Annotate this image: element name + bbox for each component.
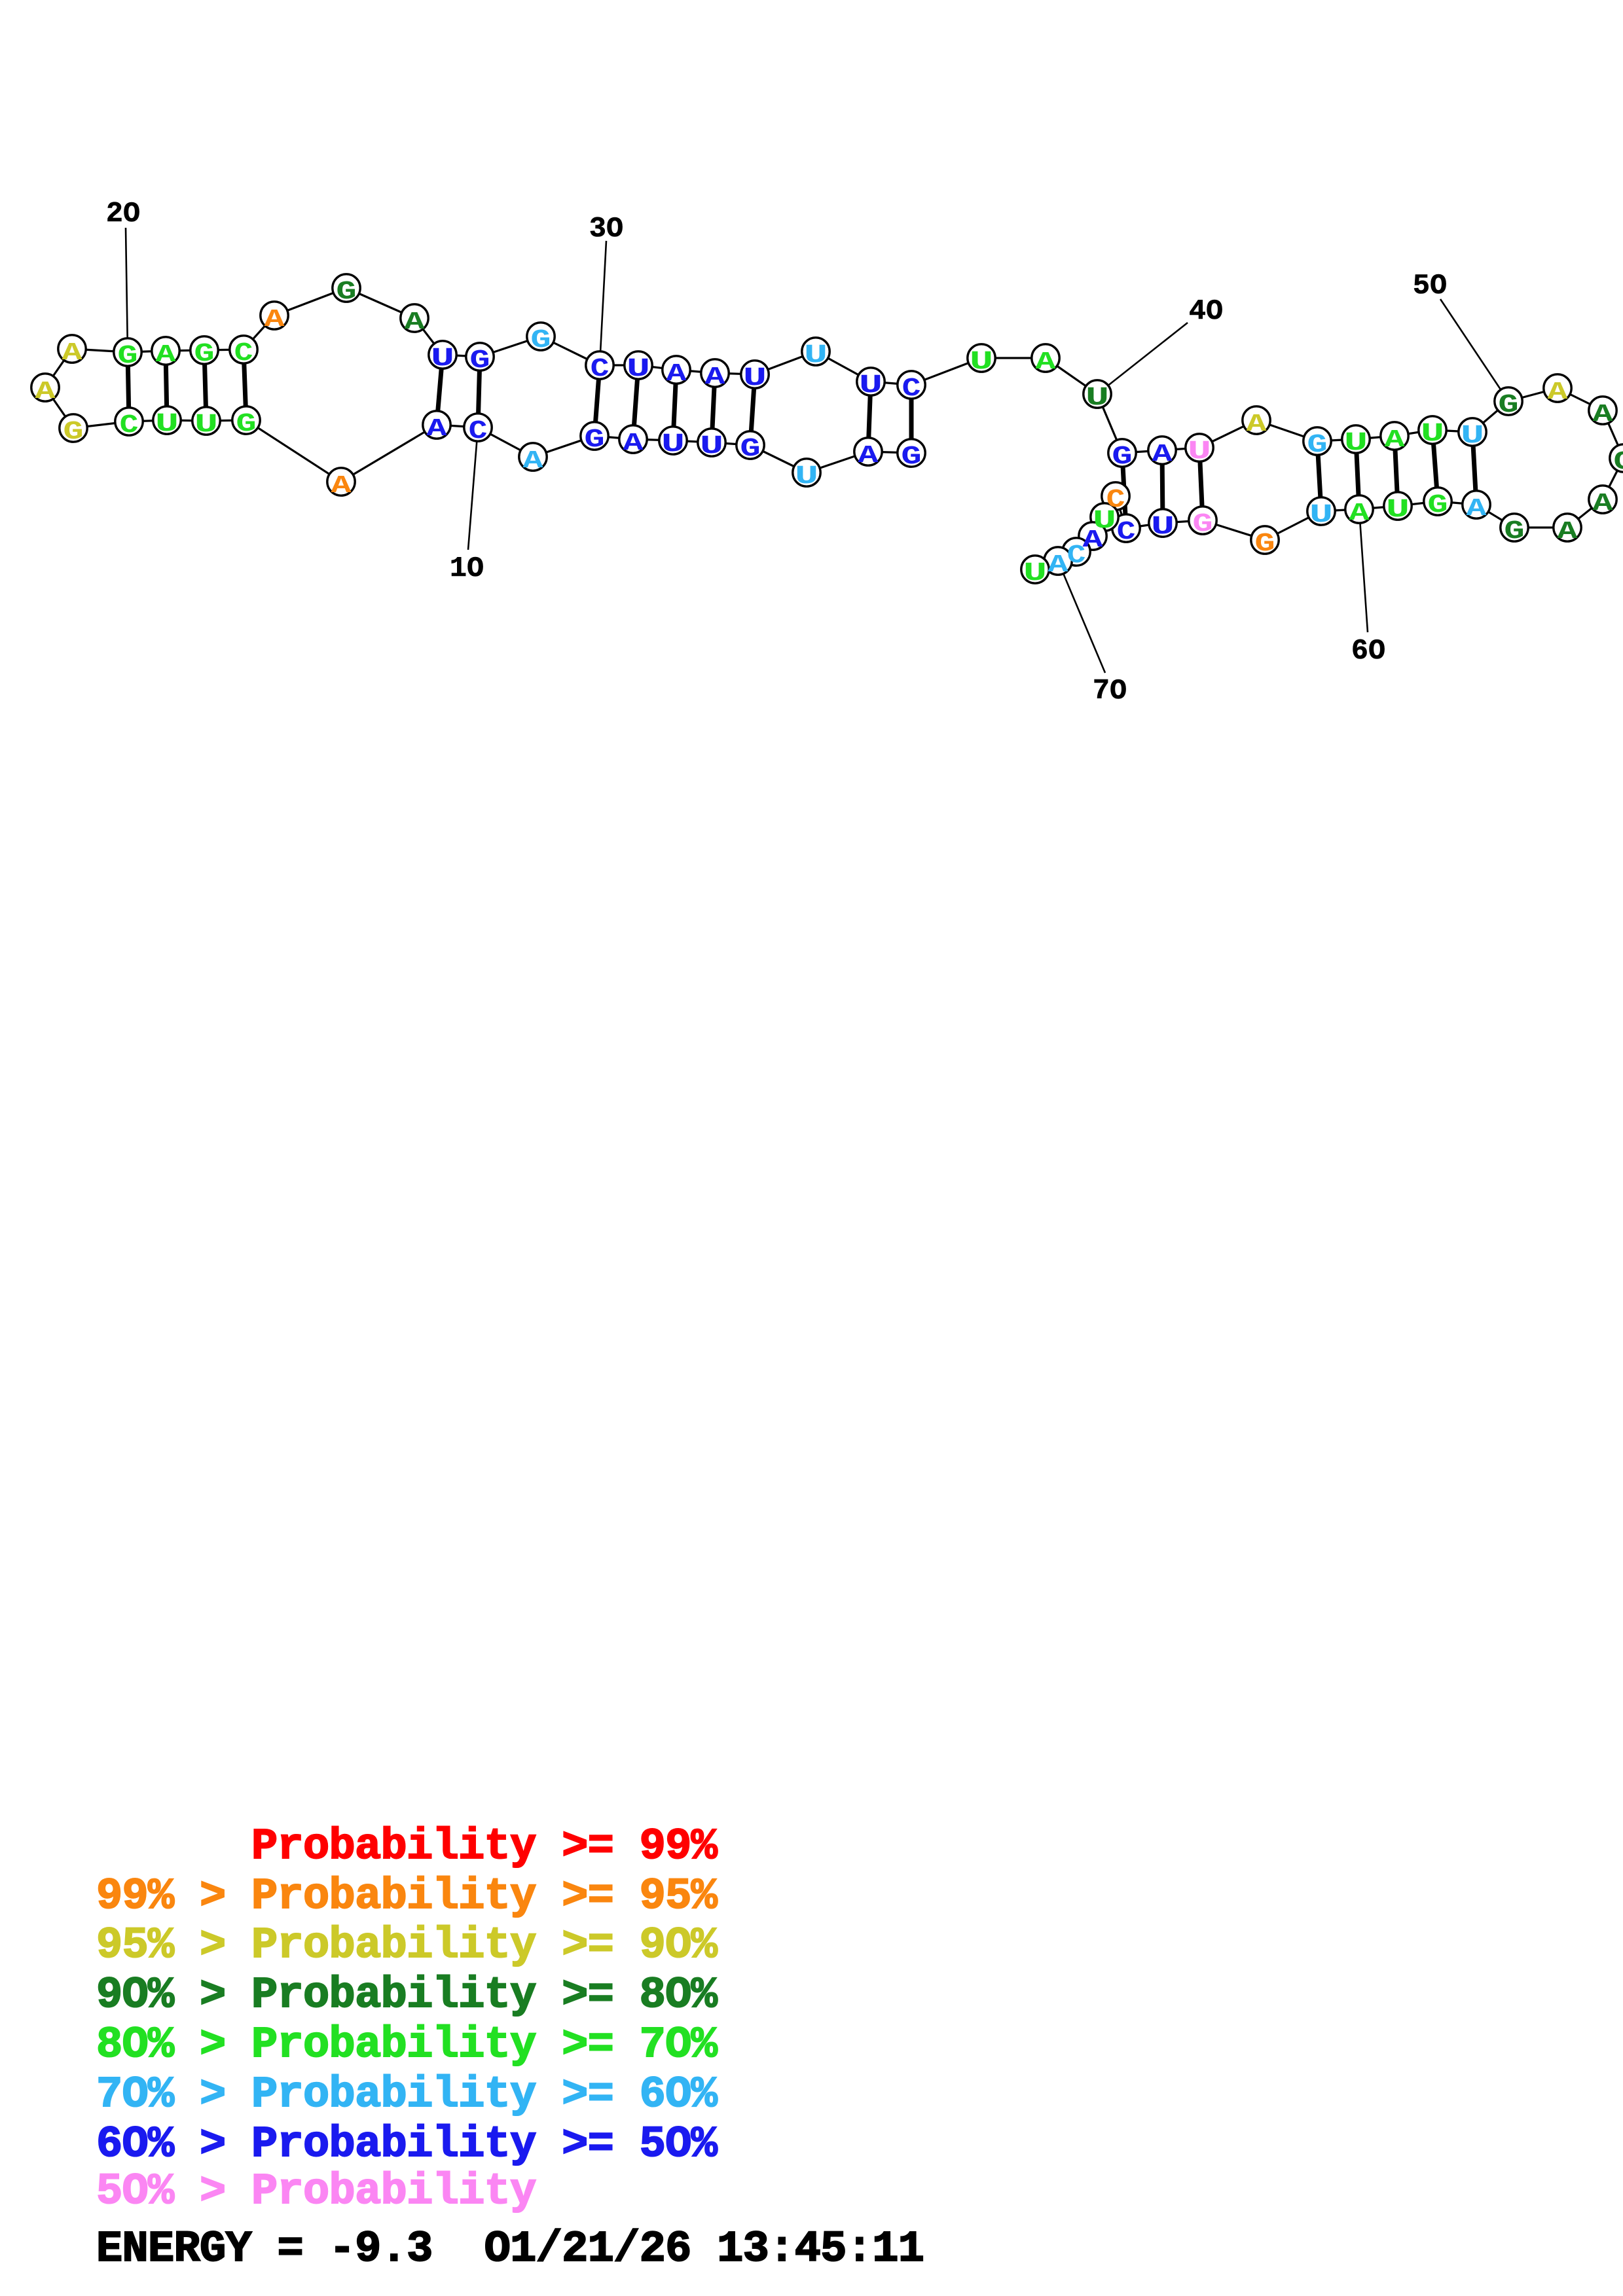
svg-text:A: A <box>1083 526 1104 554</box>
svg-text:U: U <box>627 355 650 384</box>
svg-text:C: C <box>120 410 139 440</box>
svg-text:A: A <box>666 359 687 387</box>
svg-text:U: U <box>1461 422 1484 451</box>
svg-text:A: A <box>1385 425 1406 454</box>
svg-text:G: G <box>1307 429 1327 459</box>
svg-text:U: U <box>700 432 723 461</box>
svg-text:A: A <box>523 446 544 475</box>
svg-text:A: A <box>1152 440 1173 468</box>
svg-text:C: C <box>469 416 488 446</box>
svg-text:G: G <box>63 416 83 446</box>
svg-text:A: A <box>1036 348 1057 376</box>
svg-text:G: G <box>194 338 214 368</box>
svg-text:4O: 4O <box>1189 296 1223 328</box>
svg-text:A: A <box>264 305 285 333</box>
svg-text:G: G <box>117 340 137 370</box>
svg-text:9O% > Probability >= 8O%: 9O% > Probability >= 8O% <box>96 1971 718 2020</box>
svg-text:U: U <box>1309 501 1333 530</box>
svg-text:U: U <box>1151 512 1175 542</box>
svg-text:7O% > Probability >= 6O%: 7O% > Probability >= 6O% <box>96 2070 718 2120</box>
svg-text:U: U <box>743 364 767 393</box>
svg-text:8O% > Probability >= 7O%: 8O% > Probability >= 7O% <box>96 2020 718 2070</box>
svg-text:A: A <box>1548 378 1569 406</box>
svg-text:G: G <box>336 276 356 306</box>
svg-text:99% > Probability >= 95%: 99% > Probability >= 95% <box>96 1872 718 1922</box>
svg-text:A: A <box>1467 494 1487 522</box>
svg-text:G: G <box>1192 509 1213 539</box>
svg-text:U: U <box>970 348 993 377</box>
svg-text:A: A <box>156 340 177 368</box>
svg-text:A: A <box>331 471 352 499</box>
svg-text:G: G <box>901 441 921 471</box>
svg-text:A: A <box>705 363 726 391</box>
svg-text:A: A <box>1048 550 1069 579</box>
svg-text:Probability >= 99%: Probability >= 99% <box>251 1822 718 1872</box>
svg-text:U: U <box>859 371 883 401</box>
svg-text:C: C <box>1067 541 1086 570</box>
svg-text:G: G <box>1254 528 1275 558</box>
svg-text:6O: 6O <box>1351 636 1385 668</box>
svg-text:C: C <box>1117 517 1136 547</box>
svg-text:6O% > Probability >= 5O%: 6O% > Probability >= 5O% <box>96 2120 718 2170</box>
svg-text:5O% > Probability: 5O% > Probability <box>96 2167 536 2217</box>
svg-text:G: G <box>1504 516 1524 546</box>
svg-text:G: G <box>1112 441 1132 471</box>
svg-text:A: A <box>1593 400 1614 428</box>
svg-text:U: U <box>194 410 218 440</box>
svg-text:2O: 2O <box>106 198 140 230</box>
svg-text:G: G <box>1427 490 1448 520</box>
svg-text:C: C <box>1106 485 1125 514</box>
svg-text:A: A <box>1558 517 1578 545</box>
svg-text:U: U <box>795 462 818 492</box>
svg-text:U: U <box>1023 559 1047 588</box>
svg-text:C: C <box>902 374 921 403</box>
svg-text:U: U <box>661 430 685 459</box>
svg-text:A: A <box>1593 489 1614 517</box>
svg-text:U: U <box>1421 420 1444 449</box>
svg-text:ENERGY = -9.3 O1/21/26 13:45:: ENERGY = -9.3 O1/21/26 13:45:11 <box>96 2225 924 2274</box>
svg-text:A: A <box>35 377 56 405</box>
svg-text:G: G <box>469 345 490 375</box>
svg-text:7O: 7O <box>1093 675 1127 708</box>
svg-text:U: U <box>1188 437 1211 467</box>
svg-text:A: A <box>623 429 644 457</box>
svg-text:U: U <box>1093 507 1116 536</box>
svg-text:95% > Probability >= 9O%: 95% > Probability >= 9O% <box>96 1921 718 1971</box>
svg-text:A: A <box>405 308 426 336</box>
svg-text:U: U <box>804 341 828 370</box>
svg-text:U: U <box>431 344 454 374</box>
svg-text:U: U <box>155 410 179 439</box>
svg-text:G: G <box>740 433 760 463</box>
svg-text:G: G <box>584 424 604 454</box>
svg-text:G: G <box>236 408 256 439</box>
svg-text:U: U <box>1386 495 1410 525</box>
svg-text:G: G <box>530 325 551 355</box>
svg-text:G: G <box>1613 446 1623 476</box>
svg-text:U: U <box>1085 384 1109 413</box>
svg-text:G: G <box>1498 389 1518 420</box>
svg-text:A: A <box>62 338 83 367</box>
svg-text:1O: 1O <box>450 553 484 585</box>
svg-text:C: C <box>234 338 253 368</box>
svg-text:C: C <box>591 354 610 384</box>
svg-text:3O: 3O <box>589 213 623 245</box>
svg-text:A: A <box>427 414 448 442</box>
svg-text:U: U <box>1344 429 1368 458</box>
svg-text:A: A <box>858 441 879 469</box>
svg-text:5O: 5O <box>1413 270 1447 302</box>
svg-text:A: A <box>1247 410 1267 438</box>
svg-text:A: A <box>1349 499 1370 527</box>
